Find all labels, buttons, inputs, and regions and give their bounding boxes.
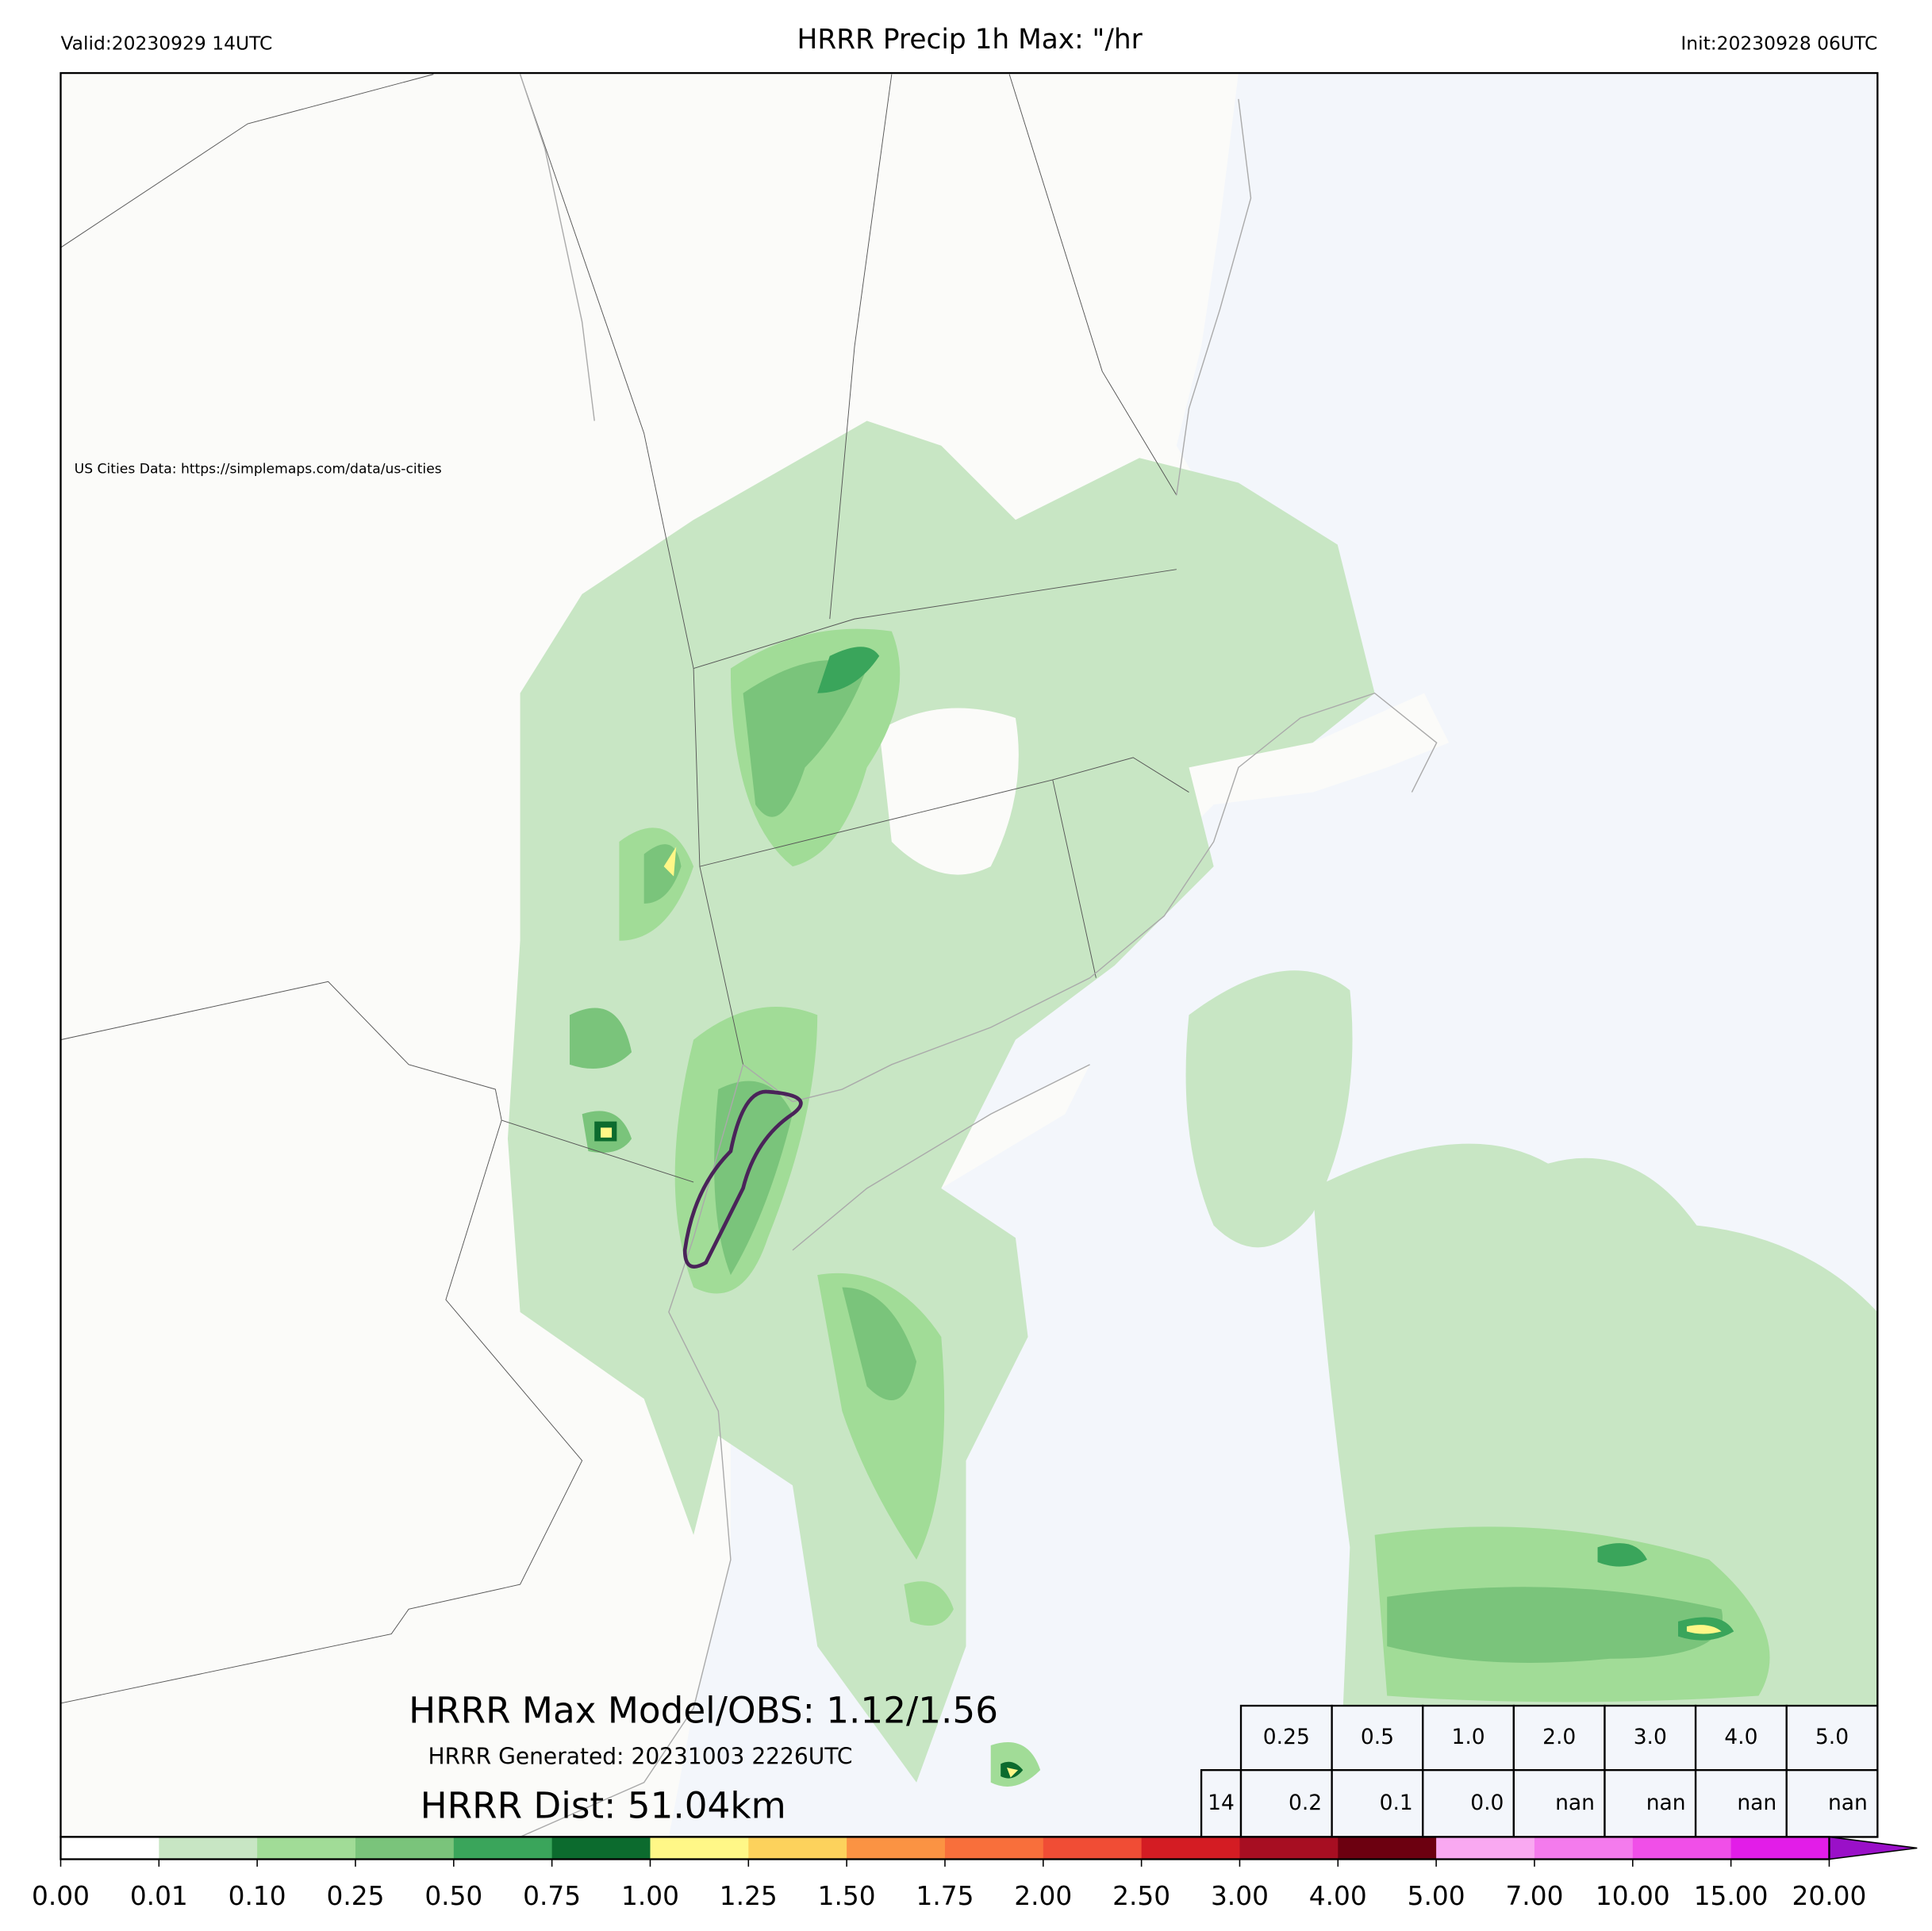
colorbar-tick-label: 10.00: [1596, 1881, 1670, 1911]
max-model-obs: HRRR Max Model/OBS: 1.12/1.56: [409, 1689, 998, 1731]
colorbar-tick-label: 20.00: [1792, 1881, 1867, 1911]
table-cell: [1200, 1768, 1243, 1838]
table-cell: [1694, 1768, 1788, 1838]
colorbar-tick-label: 0.75: [523, 1881, 581, 1911]
credit: US Cities Data: https://simplemaps.com/d…: [75, 461, 442, 477]
valid-time: Valid:20230929 14UTC: [60, 33, 272, 55]
table-text: 0.5: [1361, 1725, 1394, 1749]
colorbar-tick-label: 0.10: [229, 1881, 286, 1911]
colorbar-segment: [650, 1837, 750, 1860]
table-cell: [1512, 1704, 1606, 1772]
colorbar-tick-label: 0.00: [32, 1881, 90, 1911]
title: HRRR Precip 1h Max: "/hr: [797, 24, 1143, 56]
table-cell: [1331, 1704, 1424, 1772]
colorbar-segment: [1632, 1837, 1732, 1860]
colorbar-segment: [1534, 1837, 1634, 1860]
table-cell: [1331, 1768, 1424, 1838]
colorbar-tick-label: 1.25: [720, 1881, 778, 1911]
colorbar-segment: [355, 1837, 455, 1860]
table-text: 3.0: [1634, 1725, 1667, 1749]
table-cell: [1512, 1768, 1606, 1838]
colorbar-segment: [944, 1837, 1044, 1860]
table-text: nan: [1646, 1791, 1686, 1815]
colorbar-segment: [1239, 1837, 1339, 1860]
map: US Cities Data: https://simplemaps.com/d…: [60, 71, 1879, 1838]
colorbar-segment: [159, 1837, 258, 1860]
colorbar: 0.00 0.01 0.10 0.25 0.50 0.75 1.00 1.25 1.50 1.75…: [32, 1836, 1918, 1911]
table-text: 5.0: [1815, 1725, 1849, 1749]
colorbar-tick-label: 1.75: [916, 1881, 974, 1911]
colorbar-tick-label: 0.50: [424, 1881, 482, 1911]
colorbar-tick-label: 1.00: [621, 1881, 679, 1911]
table-text: nan: [1737, 1791, 1776, 1815]
table-cell: [1239, 1704, 1333, 1772]
colorbar-tick-label: 5.00: [1408, 1881, 1465, 1911]
table-text: 1.0: [1451, 1725, 1485, 1749]
table-cell: [1604, 1704, 1697, 1772]
colorbar-tick-label: 0.01: [130, 1881, 188, 1911]
colorbar-segment: [453, 1837, 553, 1860]
table-text: 14: [1208, 1791, 1235, 1815]
colorbar-tick-label: 1.50: [818, 1881, 876, 1911]
colorbar-extension: [1828, 1836, 1918, 1860]
generated: HRRR Generated: 20231003 2226UTC: [428, 1744, 852, 1770]
init-time: Init:20230928 06UTC: [1680, 33, 1877, 55]
colorbar-segment: [847, 1837, 946, 1860]
table-cell: [1422, 1704, 1515, 1772]
table-cell: [1785, 1704, 1879, 1772]
precipitation: [507, 420, 1878, 1837]
colorbar-segment: [257, 1837, 356, 1860]
colorbar-tick-label: 4.00: [1309, 1881, 1367, 1911]
colorbar-segment: [1730, 1837, 1830, 1860]
table-cell: [1422, 1768, 1515, 1838]
table-text: nan: [1828, 1791, 1868, 1815]
table-text: 0.2: [1289, 1791, 1322, 1815]
colorbar-segment: [748, 1837, 847, 1860]
table-text: nan: [1555, 1791, 1595, 1815]
obs-contour: [682, 1089, 803, 1269]
colorbar-segment: [1043, 1837, 1143, 1860]
table-text: 2.0: [1542, 1725, 1576, 1749]
colorbar-tick-label: 7.00: [1505, 1881, 1563, 1911]
distance: HRRR Dist: 51.04km: [421, 1785, 786, 1827]
colorbar-segment: [1338, 1837, 1437, 1860]
colorbar-segment: [60, 1837, 160, 1860]
stats-table: 0.25 0.5 1.0 2.0 3.0 4.0 5.0 14 0.2 0.1 0.0 nan nan n…: [1200, 1704, 1879, 1838]
table-text: 0.0: [1470, 1791, 1504, 1815]
table-text: 0.1: [1380, 1791, 1413, 1815]
colorbar-tick-label: 2.00: [1014, 1881, 1072, 1911]
colorbar-tick-label: 3.00: [1211, 1881, 1269, 1911]
table-cell: [1785, 1768, 1879, 1838]
table-text: 4.0: [1724, 1725, 1757, 1749]
colorbar-tick-label: 15.00: [1694, 1881, 1769, 1911]
colorbar-segment: [551, 1837, 651, 1860]
colorbar-tick-label: 2.50: [1112, 1881, 1170, 1911]
table-cell: [1694, 1704, 1788, 1772]
colorbar-segment: [1436, 1837, 1535, 1860]
colorbar-segment: [1141, 1837, 1241, 1860]
colorbar-tick-label: 0.25: [326, 1881, 384, 1911]
table-cell: [1604, 1768, 1697, 1838]
table-text: 0.25: [1263, 1725, 1310, 1749]
